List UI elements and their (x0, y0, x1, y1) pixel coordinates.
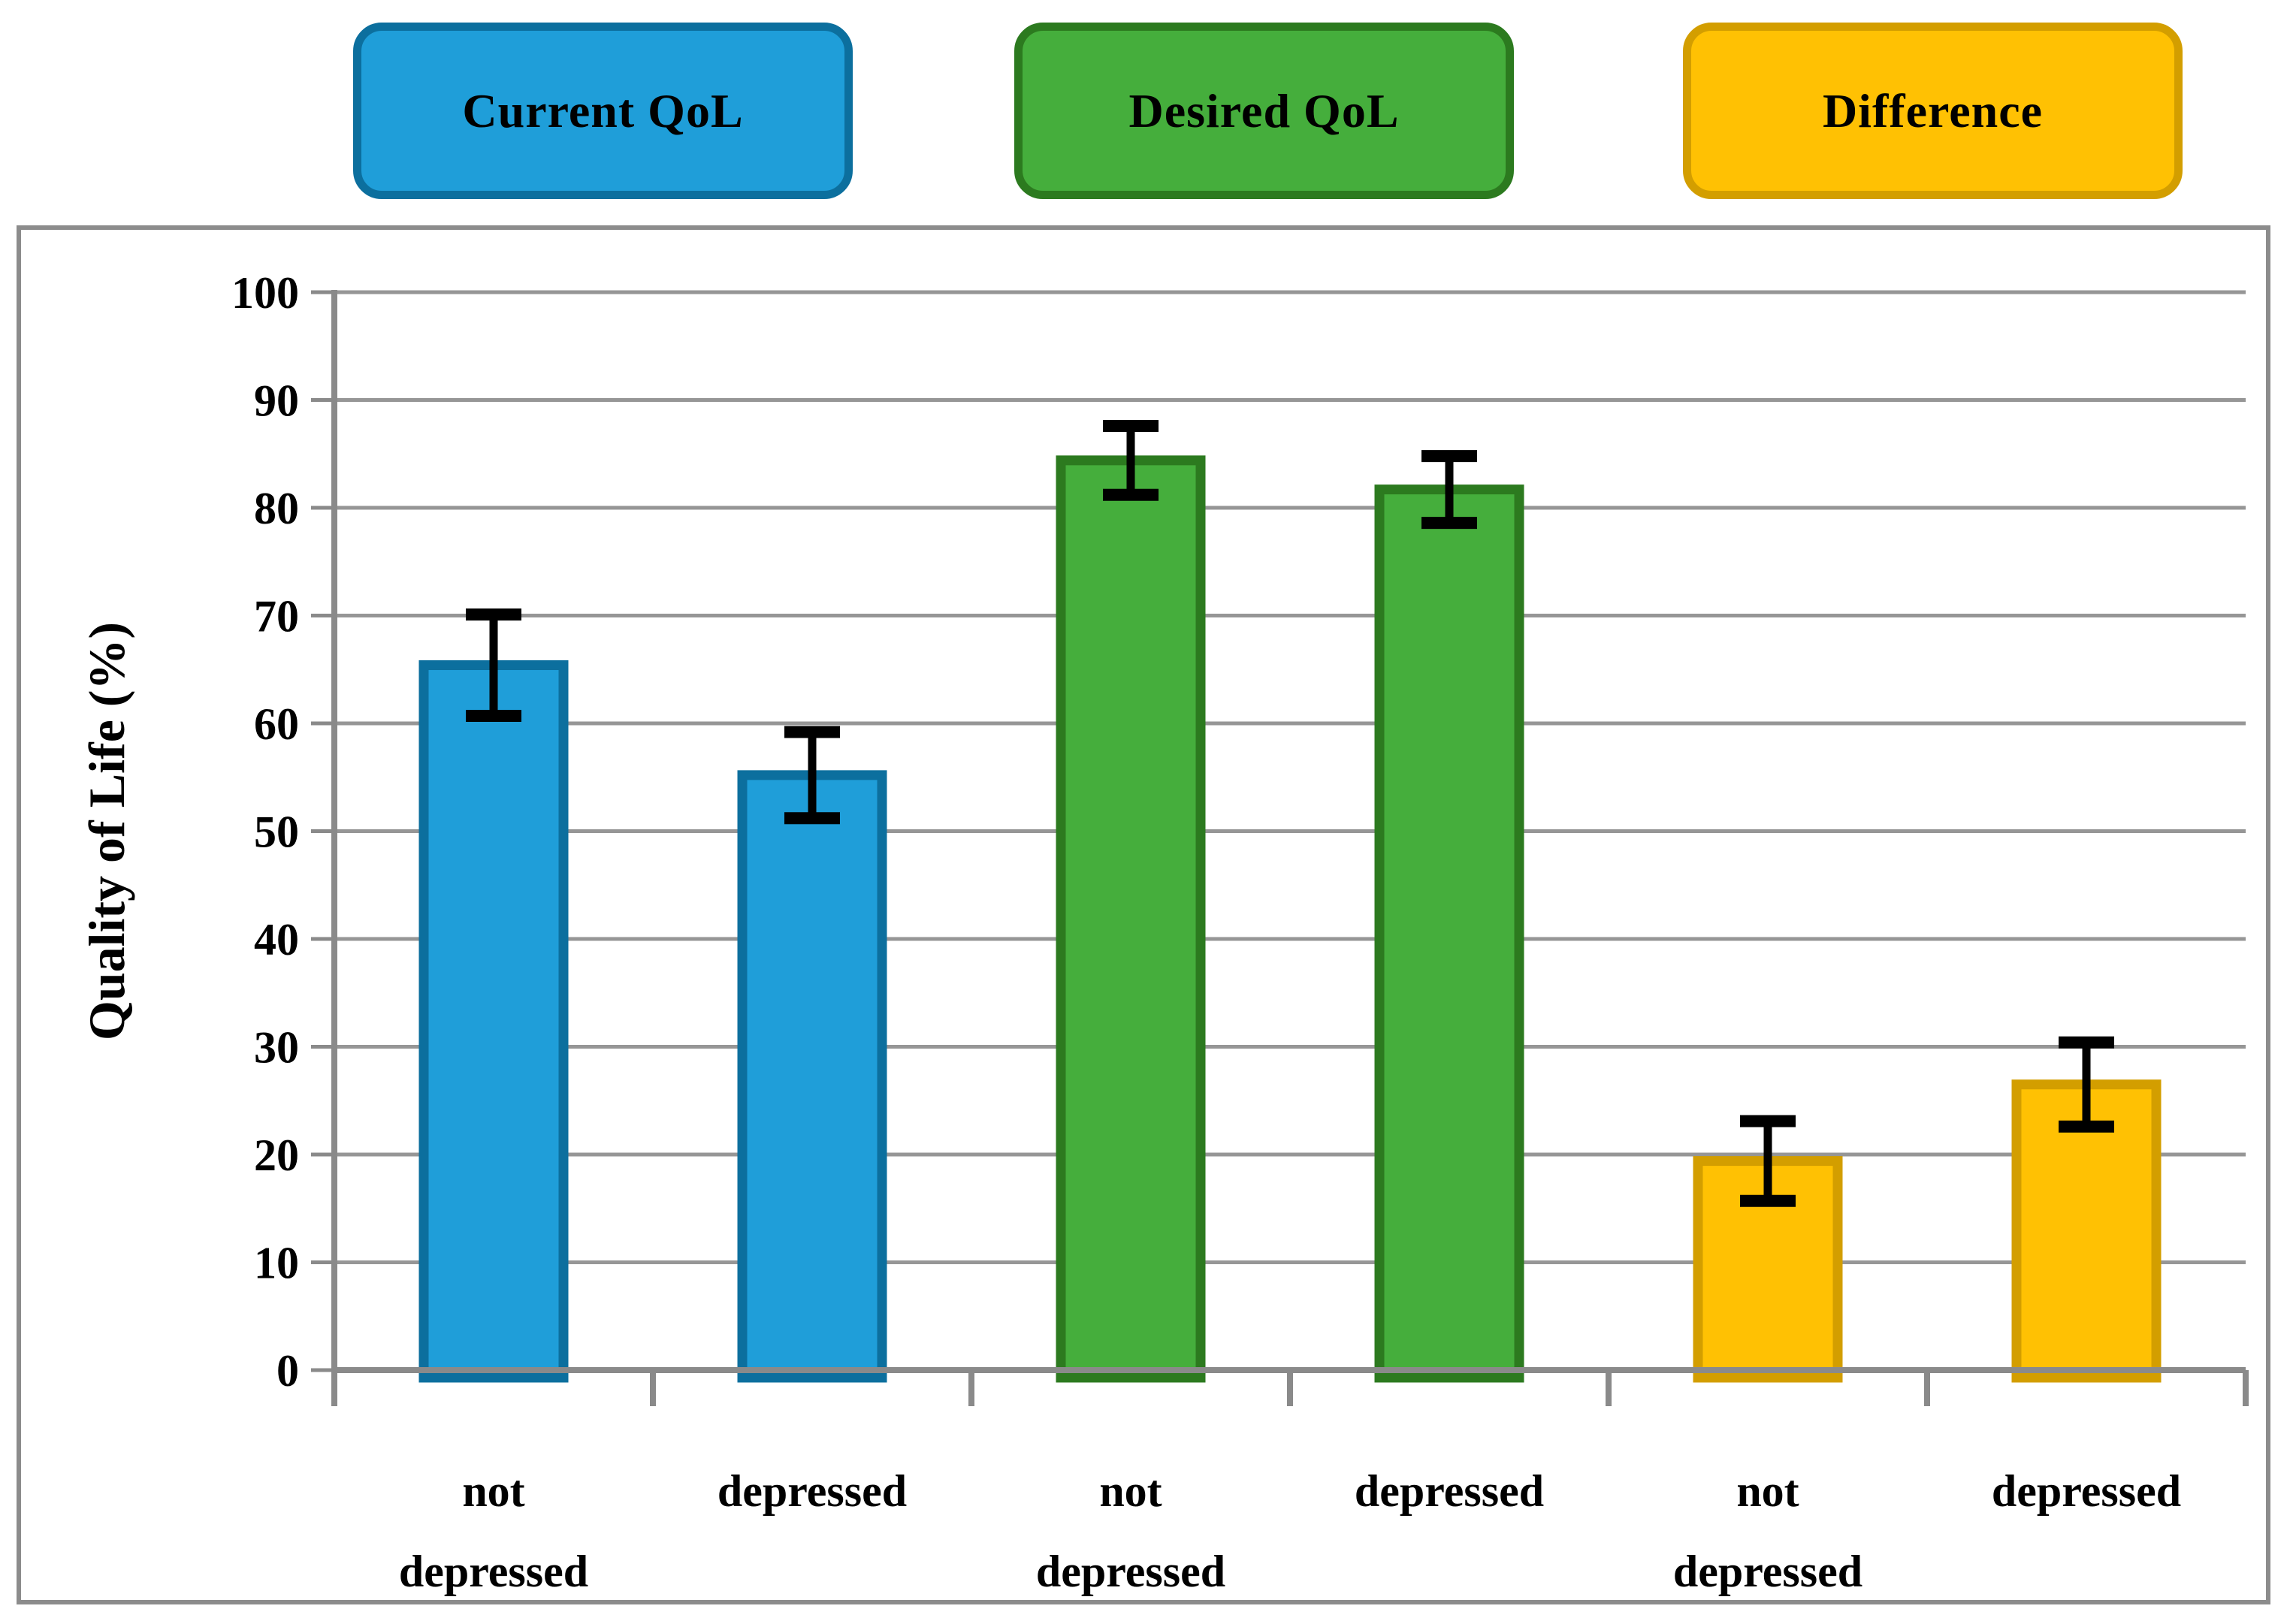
x-category-label-4-line-1: not (1736, 1466, 1799, 1516)
x-category-label-3-line-1: depressed (1355, 1466, 1544, 1516)
legend-label-desired-qol: Desired QoL (1128, 83, 1400, 137)
y-tick-label-50: 50 (254, 807, 299, 857)
y-tick-label-90: 90 (254, 376, 299, 426)
y-axis-title: Quality of Life (%) (78, 622, 135, 1040)
y-tick-label-10: 10 (254, 1239, 299, 1288)
bar-desired-qol-not-depressed (1056, 455, 1206, 1383)
y-tick-label-30: 30 (254, 1023, 299, 1073)
x-category-label-2-line-1: not (1099, 1466, 1162, 1516)
figure-border (17, 225, 2270, 1604)
legend-label-difference: Difference (1822, 83, 2044, 137)
x-category-label-4-line-2: depressed (1673, 1547, 1862, 1596)
x-category-label-5-line-1: depressed (1992, 1466, 2181, 1516)
y-tick-label-0: 0 (276, 1346, 299, 1396)
bar-difference-depressed (2011, 1079, 2162, 1383)
legend-item-desired-qol: Desired QoL (1014, 23, 1514, 199)
bar-current-qol-not-depressed (418, 660, 569, 1383)
bar-current-qol-depressed (737, 770, 887, 1383)
legend-item-difference: Difference (1683, 23, 2183, 199)
x-category-label-1-line-1: depressed (718, 1466, 907, 1516)
y-tick-label-70: 70 (254, 592, 299, 641)
y-tick-label-60: 60 (254, 699, 299, 749)
x-category-label-0-line-1: not (462, 1466, 524, 1516)
y-tick-label-100: 100 (231, 268, 299, 318)
legend: Current QoL Desired QoL Difference (0, 0, 2296, 225)
legend-item-current-qol: Current QoL (353, 23, 853, 199)
y-tick-label-40: 40 (254, 915, 299, 964)
x-category-label-0-line-2: depressed (399, 1547, 588, 1596)
bar-desired-qol-depressed (1374, 484, 1524, 1383)
legend-label-current-qol: Current QoL (462, 83, 744, 137)
y-tick-label-80: 80 (254, 484, 299, 533)
x-category-label-2-line-2: depressed (1036, 1547, 1225, 1596)
y-tick-label-20: 20 (254, 1130, 299, 1180)
